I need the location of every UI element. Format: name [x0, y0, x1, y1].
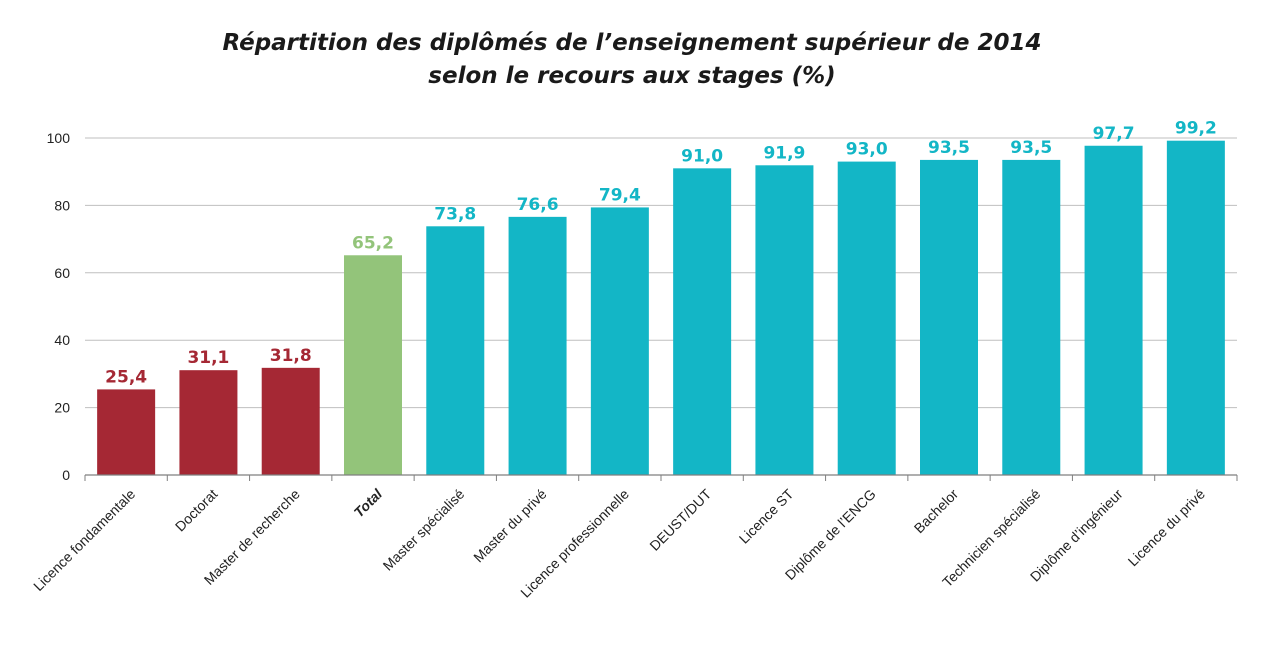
bar: [755, 165, 814, 475]
x-tick-label: Licence fondamentale: [30, 486, 138, 594]
chart-title: Répartition des diplômés de l’enseigneme…: [222, 30, 1042, 56]
data-label: 31,1: [187, 348, 229, 368]
data-label: 91,9: [763, 143, 805, 163]
bar: [261, 367, 320, 475]
x-tick-label: Master spécialisé: [380, 486, 468, 574]
data-label: 93,5: [928, 138, 970, 158]
data-label: 65,2: [352, 233, 394, 253]
data-label: 93,0: [846, 140, 888, 160]
x-tick-label: DEUST/DUT: [646, 486, 714, 554]
bar: [837, 161, 896, 475]
bar: [344, 255, 402, 475]
x-tick-label: Diplôme d’ingénieur: [1027, 486, 1126, 585]
bar: [1084, 145, 1143, 475]
x-tick-label: Diplôme de l’ENCG: [782, 486, 879, 583]
x-tick-label: Licence du privé: [1125, 486, 1209, 570]
x-tick-label: Doctorat: [172, 486, 221, 535]
data-label: 25,4: [105, 367, 147, 387]
bar: [590, 207, 649, 475]
data-label: 76,6: [517, 195, 559, 215]
y-tick-label: 0: [62, 467, 70, 483]
bar: [179, 370, 238, 475]
y-tick-label: 20: [54, 400, 70, 416]
y-tick-label: 60: [54, 265, 70, 281]
data-label: 97,7: [1093, 124, 1135, 144]
y-tick-label: 80: [54, 197, 70, 213]
x-tick-label: Master du privé: [470, 486, 550, 566]
bar: [426, 226, 485, 475]
bar: [508, 216, 567, 475]
x-tick-label: Total: [351, 485, 386, 520]
chart-subtitle: selon le recours aux stages (%): [428, 63, 836, 89]
data-label: 79,4: [599, 185, 641, 205]
x-tick-label: Bachelor: [911, 486, 962, 537]
bar: [1002, 159, 1061, 475]
bar: [673, 168, 732, 475]
data-label: 93,5: [1010, 138, 1052, 158]
bar: [1166, 140, 1225, 476]
data-label: 99,2: [1175, 119, 1217, 139]
x-tick-label: Licence ST: [736, 485, 797, 546]
data-label: 91,0: [681, 146, 723, 166]
bar: [97, 389, 156, 475]
y-tick-label: 100: [47, 130, 71, 146]
data-label: 31,8: [270, 346, 312, 366]
bar: [920, 159, 978, 475]
y-tick-label: 40: [54, 332, 70, 348]
data-label: 73,8: [434, 204, 476, 224]
